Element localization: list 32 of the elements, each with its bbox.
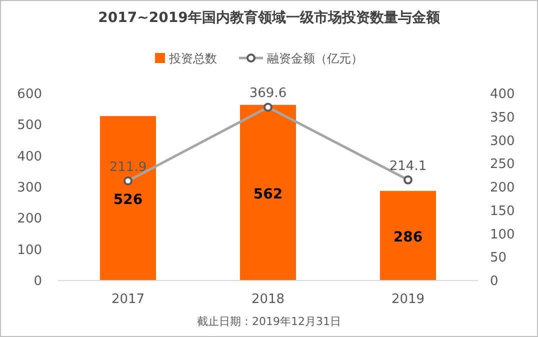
x-tick-label: 2019 xyxy=(391,292,425,307)
data-label: 369.6 xyxy=(249,86,287,102)
legend-label: 融资金额（亿元） xyxy=(267,52,363,66)
y-tick-label: 600 xyxy=(17,87,42,102)
y2-tick-label: 150 xyxy=(490,204,515,219)
data-label: 526 xyxy=(113,192,143,208)
y2-tick-label: 300 xyxy=(490,134,515,149)
bar xyxy=(380,190,436,280)
y-tick-label: 400 xyxy=(17,149,42,164)
legend-label: 投资总数 xyxy=(168,52,217,66)
data-label: 562 xyxy=(253,186,283,202)
y2-tick-label: 50 xyxy=(490,250,507,266)
data-label: 214.1 xyxy=(389,158,427,174)
x-tick-label: 2018 xyxy=(251,292,285,307)
y-tick-label: 500 xyxy=(17,118,42,134)
chart-title: 2017~2019年国内教育领域一级市场投资数量与金额 xyxy=(98,9,441,26)
y2-tick-label: 350 xyxy=(490,110,515,126)
y2-tick-label: 100 xyxy=(490,227,515,242)
y-tick-label: 300 xyxy=(17,180,42,196)
y-tick-label: 200 xyxy=(17,212,42,227)
text: 截止日期：2019年12月31日 xyxy=(197,315,341,328)
y2-tick-label: 200 xyxy=(490,180,515,196)
data-label: 211.9 xyxy=(109,160,147,175)
bar xyxy=(240,104,296,280)
y-tick-label: 0 xyxy=(34,274,42,289)
data-label: 286 xyxy=(393,229,423,246)
y2-tick-label: 400 xyxy=(490,87,515,102)
y2-tick-label: 0 xyxy=(490,274,498,289)
y-tick-label: 100 xyxy=(17,242,42,258)
y2-tick-label: 250 xyxy=(490,157,515,172)
x-tick-label: 2017 xyxy=(111,292,145,307)
bar xyxy=(100,116,156,280)
